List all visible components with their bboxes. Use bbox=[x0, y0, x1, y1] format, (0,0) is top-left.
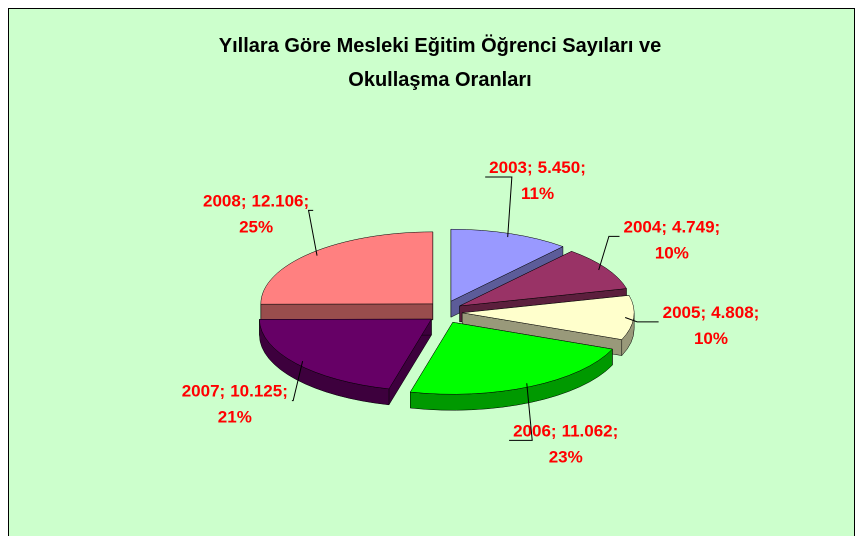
label-separator: ; bbox=[282, 382, 288, 401]
label-separator: ; bbox=[580, 158, 586, 177]
label-category: 2004 bbox=[624, 217, 662, 236]
slice bbox=[459, 251, 627, 307]
data-label-percent: 10% bbox=[694, 329, 728, 348]
label-category: 2007 bbox=[182, 382, 220, 401]
leader-line bbox=[307, 209, 318, 256]
leader-line bbox=[509, 383, 533, 441]
label-separator: ; bbox=[551, 421, 557, 440]
label-separator: ; bbox=[700, 303, 706, 322]
data-label: 2003; 5.450; bbox=[489, 158, 586, 177]
data-label: 2005; 4.808; bbox=[663, 303, 760, 322]
data-label-percent: 10% bbox=[655, 243, 689, 262]
data-label-percent: 25% bbox=[239, 217, 273, 236]
slice bbox=[450, 228, 564, 302]
chart-title: Okullaşma Oranları bbox=[348, 69, 531, 91]
label-value: 4.749 bbox=[672, 217, 715, 236]
slice bbox=[462, 295, 635, 340]
slice-group bbox=[259, 318, 432, 406]
data-label: 2004; 4.749; bbox=[624, 217, 721, 236]
slice-group bbox=[260, 231, 434, 321]
label-category: 2003 bbox=[489, 158, 527, 177]
data-label-percent: 23% bbox=[549, 447, 583, 466]
slice-group bbox=[409, 321, 613, 411]
slice-side bbox=[260, 303, 434, 321]
label-category: 2005 bbox=[663, 303, 701, 322]
leader-line bbox=[598, 235, 620, 271]
label-category: 2006 bbox=[513, 421, 551, 440]
label-value: 11.062 bbox=[562, 421, 613, 440]
leader-line bbox=[291, 361, 304, 402]
label-separator: ; bbox=[661, 217, 667, 236]
data-label: 2006; 11.062; bbox=[513, 421, 618, 440]
label-value: 12.106 bbox=[252, 191, 304, 210]
slice bbox=[409, 321, 613, 395]
label-value: 5.450 bbox=[538, 158, 581, 177]
label-category: 2008 bbox=[203, 191, 241, 210]
label-value: 10.125 bbox=[230, 382, 282, 401]
label-separator: ; bbox=[220, 382, 226, 401]
slice bbox=[260, 231, 434, 305]
label-separator: ; bbox=[715, 217, 721, 236]
leader-line bbox=[625, 317, 659, 323]
data-label-percent: 11% bbox=[521, 184, 554, 203]
label-separator: ; bbox=[241, 191, 247, 210]
data-label: 2008; 12.106; bbox=[203, 191, 309, 210]
label-separator: ; bbox=[304, 191, 310, 210]
label-separator: ; bbox=[527, 158, 533, 177]
data-label-percent: 21% bbox=[218, 408, 252, 427]
label-value: 4.808 bbox=[711, 303, 754, 322]
label-separator: ; bbox=[613, 421, 619, 440]
label-separator: ; bbox=[754, 303, 760, 322]
chart-title: Yıllara Göre Mesleki Eğitim Öğrenci Sayı… bbox=[219, 34, 661, 57]
data-label: 2007; 10.125; bbox=[182, 382, 288, 401]
leader-line bbox=[485, 176, 513, 238]
slice bbox=[259, 318, 432, 390]
